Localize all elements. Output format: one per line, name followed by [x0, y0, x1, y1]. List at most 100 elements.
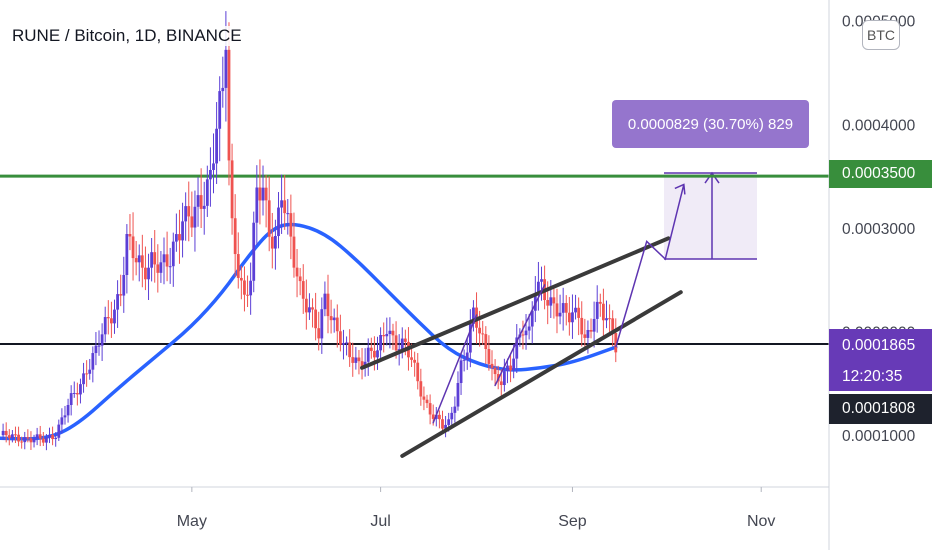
candle-body — [561, 303, 565, 313]
candle-body — [317, 328, 321, 339]
candle-body — [134, 258, 138, 263]
candle-body — [277, 207, 280, 237]
candle-body — [75, 392, 79, 395]
inner-mid-line[interactable] — [494, 284, 546, 387]
candle-body — [373, 350, 376, 358]
candle-body — [530, 310, 534, 327]
candle-body — [376, 350, 379, 358]
candle-body — [280, 200, 283, 208]
candle-body — [577, 307, 581, 318]
candle-body — [335, 317, 339, 332]
candle-body — [431, 414, 435, 419]
candle-body — [131, 236, 135, 259]
candle-body — [410, 357, 413, 360]
candle-body — [147, 267, 150, 280]
candle-body — [425, 399, 429, 404]
candle-body — [403, 338, 407, 342]
candle-body — [416, 362, 420, 382]
candle-body — [354, 357, 358, 363]
candle-body — [205, 179, 209, 206]
candle-body — [29, 438, 33, 443]
candle-body — [537, 281, 540, 295]
candle-body — [199, 195, 203, 209]
candle-body — [481, 333, 485, 335]
prev-close-tag: 0.0001808 — [829, 394, 932, 424]
candle-body — [564, 303, 568, 313]
candle-body — [94, 345, 98, 354]
candle-body — [456, 383, 460, 407]
candle-body — [394, 335, 398, 351]
candle-body — [437, 414, 441, 420]
inner-upper-line[interactable] — [432, 314, 478, 424]
candle-body — [357, 357, 361, 362]
candle-body — [20, 441, 24, 443]
candle-body — [493, 367, 497, 375]
candle-body — [329, 316, 333, 321]
candle-body — [125, 234, 129, 275]
candle-body — [444, 424, 447, 429]
channel-upper-line[interactable] — [360, 236, 671, 370]
measure-box[interactable] — [664, 173, 757, 259]
candle-body — [91, 353, 95, 370]
candle-body — [549, 297, 553, 306]
candle-body — [174, 234, 178, 242]
candle-body — [45, 437, 48, 443]
candle-body — [499, 381, 503, 386]
candle-body — [252, 222, 256, 281]
candle-body — [63, 415, 67, 418]
candle-body — [273, 236, 277, 249]
candle-body — [465, 352, 469, 360]
candle-body — [41, 438, 45, 443]
candle-body — [66, 404, 70, 416]
candle-body — [202, 205, 206, 209]
countdown-tag: 12:20:35 — [829, 363, 932, 391]
candle-body — [196, 195, 200, 207]
projection-path[interactable] — [615, 184, 685, 348]
candle-body — [14, 434, 17, 436]
currency-badge[interactable]: BTC — [862, 20, 900, 50]
candle-body — [165, 254, 169, 267]
candle-body — [249, 280, 253, 296]
candle-body — [292, 236, 296, 268]
candle-body — [450, 412, 454, 420]
candle-body — [227, 49, 231, 161]
candle-body — [295, 267, 299, 277]
candle-body — [32, 438, 36, 443]
candle-body — [314, 309, 318, 329]
candle-body — [555, 303, 559, 317]
time-tick-label: Nov — [747, 513, 775, 530]
candle-body — [592, 318, 596, 332]
candle-body — [601, 303, 605, 321]
measure-label: 0.0000829 (30.70%) 829 — [612, 100, 809, 148]
candle-body — [113, 309, 116, 324]
candle-body — [422, 396, 426, 400]
candle-body — [487, 349, 491, 364]
candle-body — [308, 307, 311, 313]
candle-body — [270, 236, 274, 249]
candle-body — [441, 419, 444, 429]
candle-body — [379, 335, 383, 351]
price-tick-label: 0.0001000 — [842, 428, 916, 445]
candle-body — [320, 309, 324, 339]
candle-body — [82, 373, 85, 385]
candle-body — [413, 359, 417, 363]
candle-body — [38, 434, 42, 439]
candle-body — [524, 330, 528, 336]
candle-body — [586, 329, 590, 338]
candle-body — [150, 252, 154, 268]
candle-body — [187, 206, 191, 217]
candle-body — [255, 187, 259, 223]
projection-arrow-head — [674, 183, 686, 195]
candle-body — [512, 358, 516, 371]
candle-body — [462, 359, 466, 361]
resistance-price-tag: 0.0003500 — [829, 160, 932, 188]
candle-body — [264, 187, 268, 201]
channel-lower-line[interactable] — [400, 290, 683, 458]
candle-body — [190, 216, 194, 228]
candle-body — [119, 294, 123, 296]
candle-body — [385, 333, 389, 337]
candle-body — [595, 301, 599, 319]
candle-body — [478, 327, 482, 334]
